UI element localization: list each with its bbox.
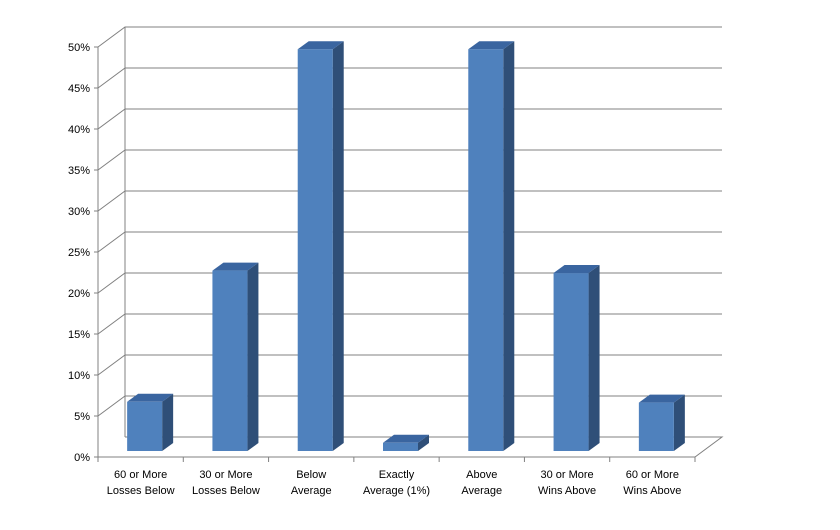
y-tick-label: 5% xyxy=(74,411,90,423)
bar-side xyxy=(332,41,344,451)
x-tick-label: 30 or More Losses Below xyxy=(192,469,260,497)
bar-front xyxy=(127,401,163,451)
x-tick-label: Above Average xyxy=(461,469,502,497)
y-tick-label: 10% xyxy=(68,370,90,382)
bar-front xyxy=(638,402,674,451)
bar-side xyxy=(247,262,259,451)
x-tick-label: Exactly Average (1%) xyxy=(363,469,430,497)
y-tick-label: 15% xyxy=(68,329,90,341)
y-tick-label: 45% xyxy=(68,83,90,95)
x-tick-label: Below Average xyxy=(291,469,332,497)
x-tick-label: 30 or More Wins Above xyxy=(538,469,596,497)
bar xyxy=(553,265,600,451)
gridline xyxy=(97,395,722,417)
bar-top xyxy=(553,265,600,274)
bar-front xyxy=(297,49,333,451)
bar-side xyxy=(503,41,515,451)
gridline xyxy=(97,272,722,294)
bar-front xyxy=(553,273,589,451)
gridline xyxy=(97,190,722,212)
y-tick-label: 0% xyxy=(74,452,90,464)
bar xyxy=(468,41,515,451)
gridlines xyxy=(97,26,722,417)
axes xyxy=(94,27,724,462)
x-tick-label: 60 or More Wins Above xyxy=(623,469,681,497)
bar-front xyxy=(383,442,418,451)
y-tick-label: 30% xyxy=(68,206,90,218)
y-tick-label: 40% xyxy=(68,124,90,136)
bar-top xyxy=(212,262,259,271)
bar-top xyxy=(468,41,515,50)
x-tick-label: 60 or More Losses Below xyxy=(107,469,175,497)
gridline xyxy=(97,354,722,376)
gridline xyxy=(97,108,722,130)
bar xyxy=(127,393,174,451)
bar-front xyxy=(212,270,248,451)
bar-top xyxy=(638,394,685,403)
gridline xyxy=(97,26,722,48)
bar-top xyxy=(297,41,344,50)
bar-top xyxy=(127,393,174,402)
gridline xyxy=(97,149,722,171)
y-tick-labels: 0% 5% 10% 15% 20% 25% 30% 35% 40% 45% 50% xyxy=(68,42,90,464)
bar-side xyxy=(418,434,429,451)
gridline xyxy=(97,231,722,253)
gridline xyxy=(97,67,722,89)
bars xyxy=(127,41,685,451)
y-tick-label: 35% xyxy=(68,165,90,177)
bar-side xyxy=(588,265,600,451)
bar xyxy=(383,434,429,451)
y-tick-label: 20% xyxy=(68,288,90,300)
bar-front xyxy=(468,49,504,451)
gridline xyxy=(97,313,722,335)
y-tick-label: 25% xyxy=(68,247,90,259)
bar xyxy=(638,394,685,451)
bar xyxy=(297,41,344,451)
x-tick-labels: 60 or More Losses Below 30 or More Losses B… xyxy=(107,469,682,497)
bar-side xyxy=(673,394,685,451)
bar-side xyxy=(162,393,174,451)
bar xyxy=(212,262,259,451)
bar-top xyxy=(383,434,429,443)
y-tick-label: 50% xyxy=(68,42,90,54)
